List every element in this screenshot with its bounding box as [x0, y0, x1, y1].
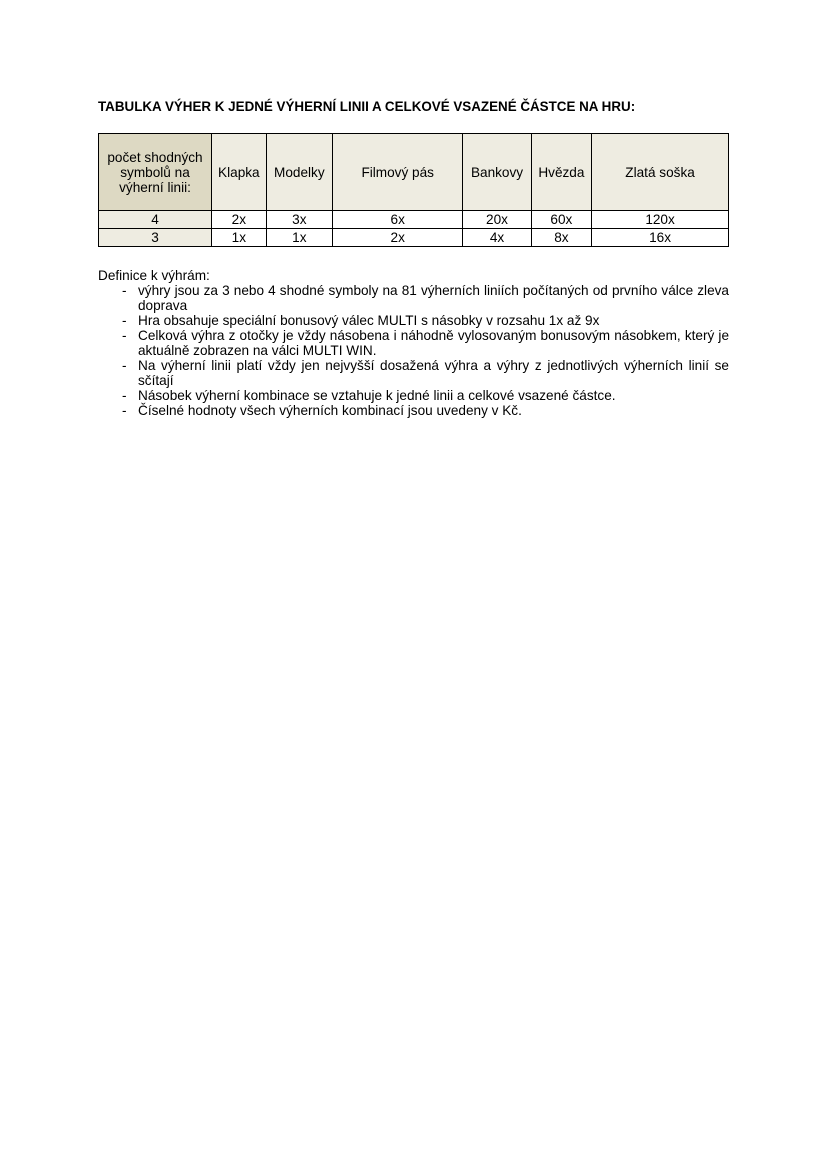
- payout-table: počet shodných symbolů na výherní linii:…: [98, 133, 729, 247]
- list-item-text: Násobek výherní kombinace se vztahuje k …: [138, 388, 616, 403]
- list-item: - Na výherní linii platí vždy jen nejvyšš…: [98, 358, 729, 388]
- bullet-dash: -: [122, 313, 127, 328]
- list-item: - výhry jsou za 3 nebo 4 shodné symboly n…: [98, 283, 729, 313]
- table-cell: 120x: [591, 210, 729, 229]
- table-cell: 3: [98, 228, 212, 247]
- table-row: 4 2x 3x 6x 20x 60x 120x: [98, 210, 729, 229]
- table-cell: 16x: [591, 228, 729, 247]
- table-cell: 20x: [462, 210, 532, 229]
- header-cell: Hvězda: [530, 133, 593, 211]
- bullet-dash: -: [122, 388, 127, 403]
- header-cell: Zlatá soška: [591, 133, 729, 211]
- table-row: 3 1x 1x 2x 4x 8x 16x: [98, 228, 729, 247]
- list-item: - Násobek výherní kombinace se vztahuje k…: [98, 388, 729, 403]
- definitions-heading: Definice k výhrám:: [98, 268, 210, 283]
- table-cell: 4: [98, 210, 212, 229]
- header-cell: Modelky: [265, 133, 334, 211]
- header-cell: Bankovy: [462, 133, 532, 211]
- table-header-row: počet shodných symbolů na výherní linii:…: [98, 133, 729, 211]
- bullet-dash: -: [122, 403, 127, 418]
- table-cell: 3x: [265, 210, 334, 229]
- page-title: TABULKA VÝHER K JEDNÉ VÝHERNÍ LINII A CE…: [98, 99, 636, 114]
- header-cell: Klapka: [211, 133, 267, 211]
- list-item-text: Číselné hodnoty všech výherních kombinac…: [138, 403, 522, 418]
- list-item: - Celková výhra z otočky je vždy násobena…: [98, 328, 729, 358]
- table-cell: 1x: [211, 228, 267, 247]
- header-cell: Filmový pás: [331, 133, 464, 211]
- table-cell: 4x: [462, 228, 532, 247]
- list-item-text: Hra obsahuje speciální bonusový válec MU…: [138, 313, 600, 328]
- header-cell: počet shodných symbolů na výherní linii:: [98, 133, 212, 211]
- definitions-list: - výhry jsou za 3 nebo 4 shodné symboly n…: [98, 283, 729, 418]
- list-item: - Hra obsahuje speciální bonusový válec M…: [98, 313, 729, 328]
- list-item: - Číselné hodnoty všech výherních kombina…: [98, 403, 729, 418]
- bullet-dash: -: [122, 283, 127, 298]
- table-cell: 8x: [530, 228, 593, 247]
- bullet-dash: -: [122, 358, 127, 373]
- table-cell: 1x: [265, 228, 334, 247]
- list-item-text: výhry jsou za 3 nebo 4 shodné symboly na…: [138, 283, 729, 313]
- definitions-section: Definice k výhrám: - výhry jsou za 3 nebo…: [98, 268, 729, 418]
- bullet-dash: -: [122, 328, 127, 343]
- list-item-text: Na výherní linii platí vždy jen nejvyšší…: [138, 358, 729, 388]
- table-cell: 60x: [530, 210, 593, 229]
- table-cell: 2x: [211, 210, 267, 229]
- table-cell: 2x: [331, 228, 464, 247]
- table-cell: 6x: [331, 210, 464, 229]
- list-item-text: Celková výhra z otočky je vždy násobena …: [138, 328, 729, 358]
